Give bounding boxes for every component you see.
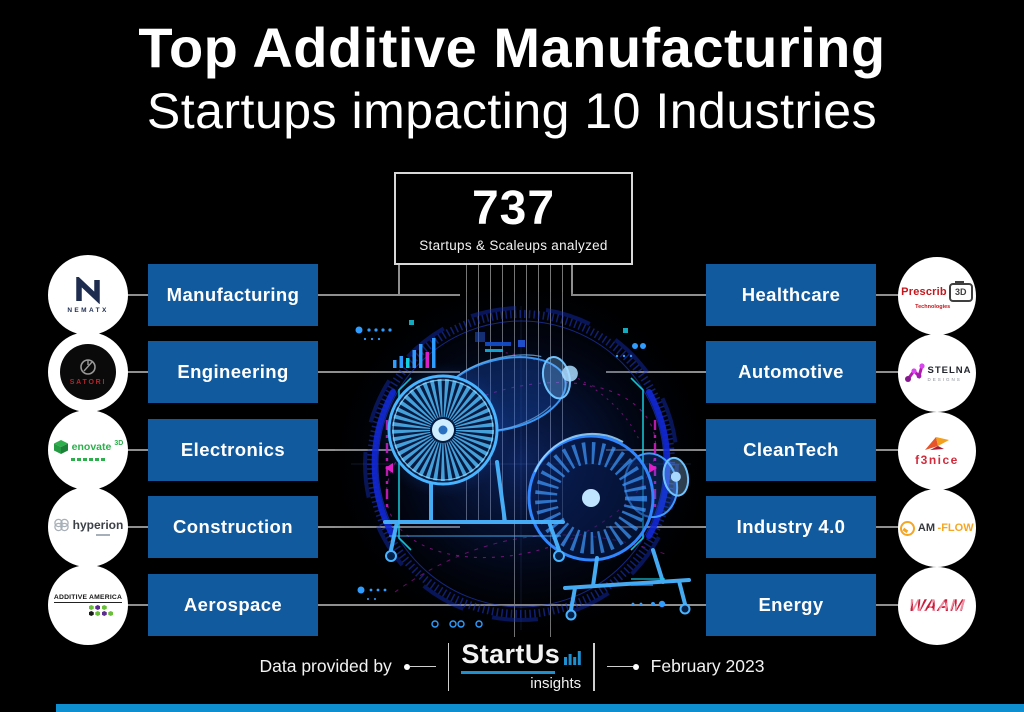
startup-name-suffix: -FLOW [937,522,974,534]
connector-line [398,265,400,296]
page-title: Top Additive Manufacturing Startups impa… [0,16,1024,141]
connector-line [126,449,150,451]
industry-label: Construction [173,516,293,537]
startup-name-suffix: 3D [114,440,124,448]
enovate-squares [71,457,105,462]
flower-icon [53,519,69,532]
startup-name: Prescrib [901,286,947,298]
industry-label: Aerospace [183,594,283,615]
connector-line [876,526,900,528]
startup-name: WAAM [908,596,966,615]
industry-label: Manufacturing [166,284,300,305]
molecule-icon [904,363,925,382]
startup-logo-satori: SATORI [48,332,128,412]
startup-subname: DESIGNS [927,376,962,382]
gauge-icon [900,520,916,536]
startup-logo-additive-america: ADDITIVE AMERICA [48,565,128,645]
dot-icon [403,663,410,670]
connector-line [876,604,900,606]
industry-box-automotive: Automotive [706,341,876,403]
industry-box-healthcare: Healthcare [706,264,876,326]
startup-name: SATORI [69,379,107,386]
cube-icon [53,439,68,454]
hyperion-underline [96,534,110,536]
industry-box-construction: Construction [148,496,318,558]
origami-bird-icon [925,437,949,450]
connector-line [126,604,150,606]
stat-box: 737 Startups & Scaleups analyzed [394,172,633,265]
connector-line [126,371,150,373]
startup-logo-hyperion: hyperion [48,487,128,567]
industry-box-industry40: Industry 4.0 [706,496,876,558]
bottom-accent-bar [56,704,1024,712]
startup-logo-f3nice: f3nice [898,412,976,490]
industry-label: Electronics [180,439,286,460]
startup-logo-prescrib3d: Prescrib 3D Technologies [898,257,976,335]
industry-box-cleantech: CleanTech [706,419,876,481]
connector-line [126,294,150,296]
hexagon-cluster-icon [88,605,114,616]
startus-insights-logo: StartUs insights [461,641,581,692]
startup-name: enovate [71,440,112,453]
nematx-n-icon [76,276,100,304]
startup-logo-nematx: NEMATX [48,255,128,335]
footer-provided-by: Data provided by [259,656,392,676]
startup-name: f3nice [915,453,959,467]
line-divider [606,665,633,668]
industry-box-electronics: Electronics [148,419,318,481]
industry-label: Healthcare [741,284,841,305]
startup-name: hyperion [72,518,124,533]
title-line-2: Startups impacting 10 Industries [146,83,878,140]
footer-left-connector [403,663,436,670]
industry-label: Energy [758,594,824,615]
connector-line [876,371,900,373]
industry-label: Automotive [738,361,844,382]
vertical-divider [447,642,450,691]
startup-name-3d: 3D [955,287,967,297]
industry-box-engineering: Engineering [148,341,318,403]
startup-logo-amflow: AM -FLOW [898,489,976,567]
startup-logo-enovate3d: enovate 3D [48,410,128,490]
bar-chart-icon [564,651,581,665]
startup-subname: Technologies [915,303,951,310]
industry-box-manufacturing: Manufacturing [148,264,318,326]
satori-emblem-icon [80,359,96,375]
startup-name: NEMATX [67,306,109,314]
industry-box-energy: Energy [706,574,876,636]
title-line-1: Top Additive Manufacturing [138,16,886,79]
connector-line [126,526,150,528]
industry-label: Engineering [177,361,289,382]
startup-logo-waam: WAAM [898,567,976,645]
dot-icon [632,663,639,670]
footer-date: February 2023 [650,656,765,676]
startup-name: ADDITIVE AMERICA [53,594,123,603]
connector-line [876,294,900,296]
startup-logo-stelna: STELNA DESIGNS [898,334,976,412]
industry-label: CleanTech [743,439,839,460]
footer: Data provided by StartUs insights Februa… [0,641,1024,693]
turbine-hologram [335,292,707,644]
startup-name: STELNA [927,364,972,376]
brand-underline [461,671,556,674]
connector-line [876,449,900,451]
footer-right-connector [606,663,639,670]
stat-caption: Startups & Scaleups analyzed [419,238,608,253]
stat-value: 737 [471,182,556,235]
brand-name: StartUs [461,639,561,669]
industry-box-aerospace: Aerospace [148,574,318,636]
printer-icon: 3D [948,280,973,302]
industry-label: Industry 4.0 [736,516,846,537]
satori-disc: SATORI [60,344,116,400]
hud-bar-chart [393,338,436,368]
brand-subname: insights [530,675,582,692]
connector-line [571,265,573,296]
vertical-divider [593,642,595,691]
startup-name: AM [917,522,936,534]
line-divider [409,665,436,668]
